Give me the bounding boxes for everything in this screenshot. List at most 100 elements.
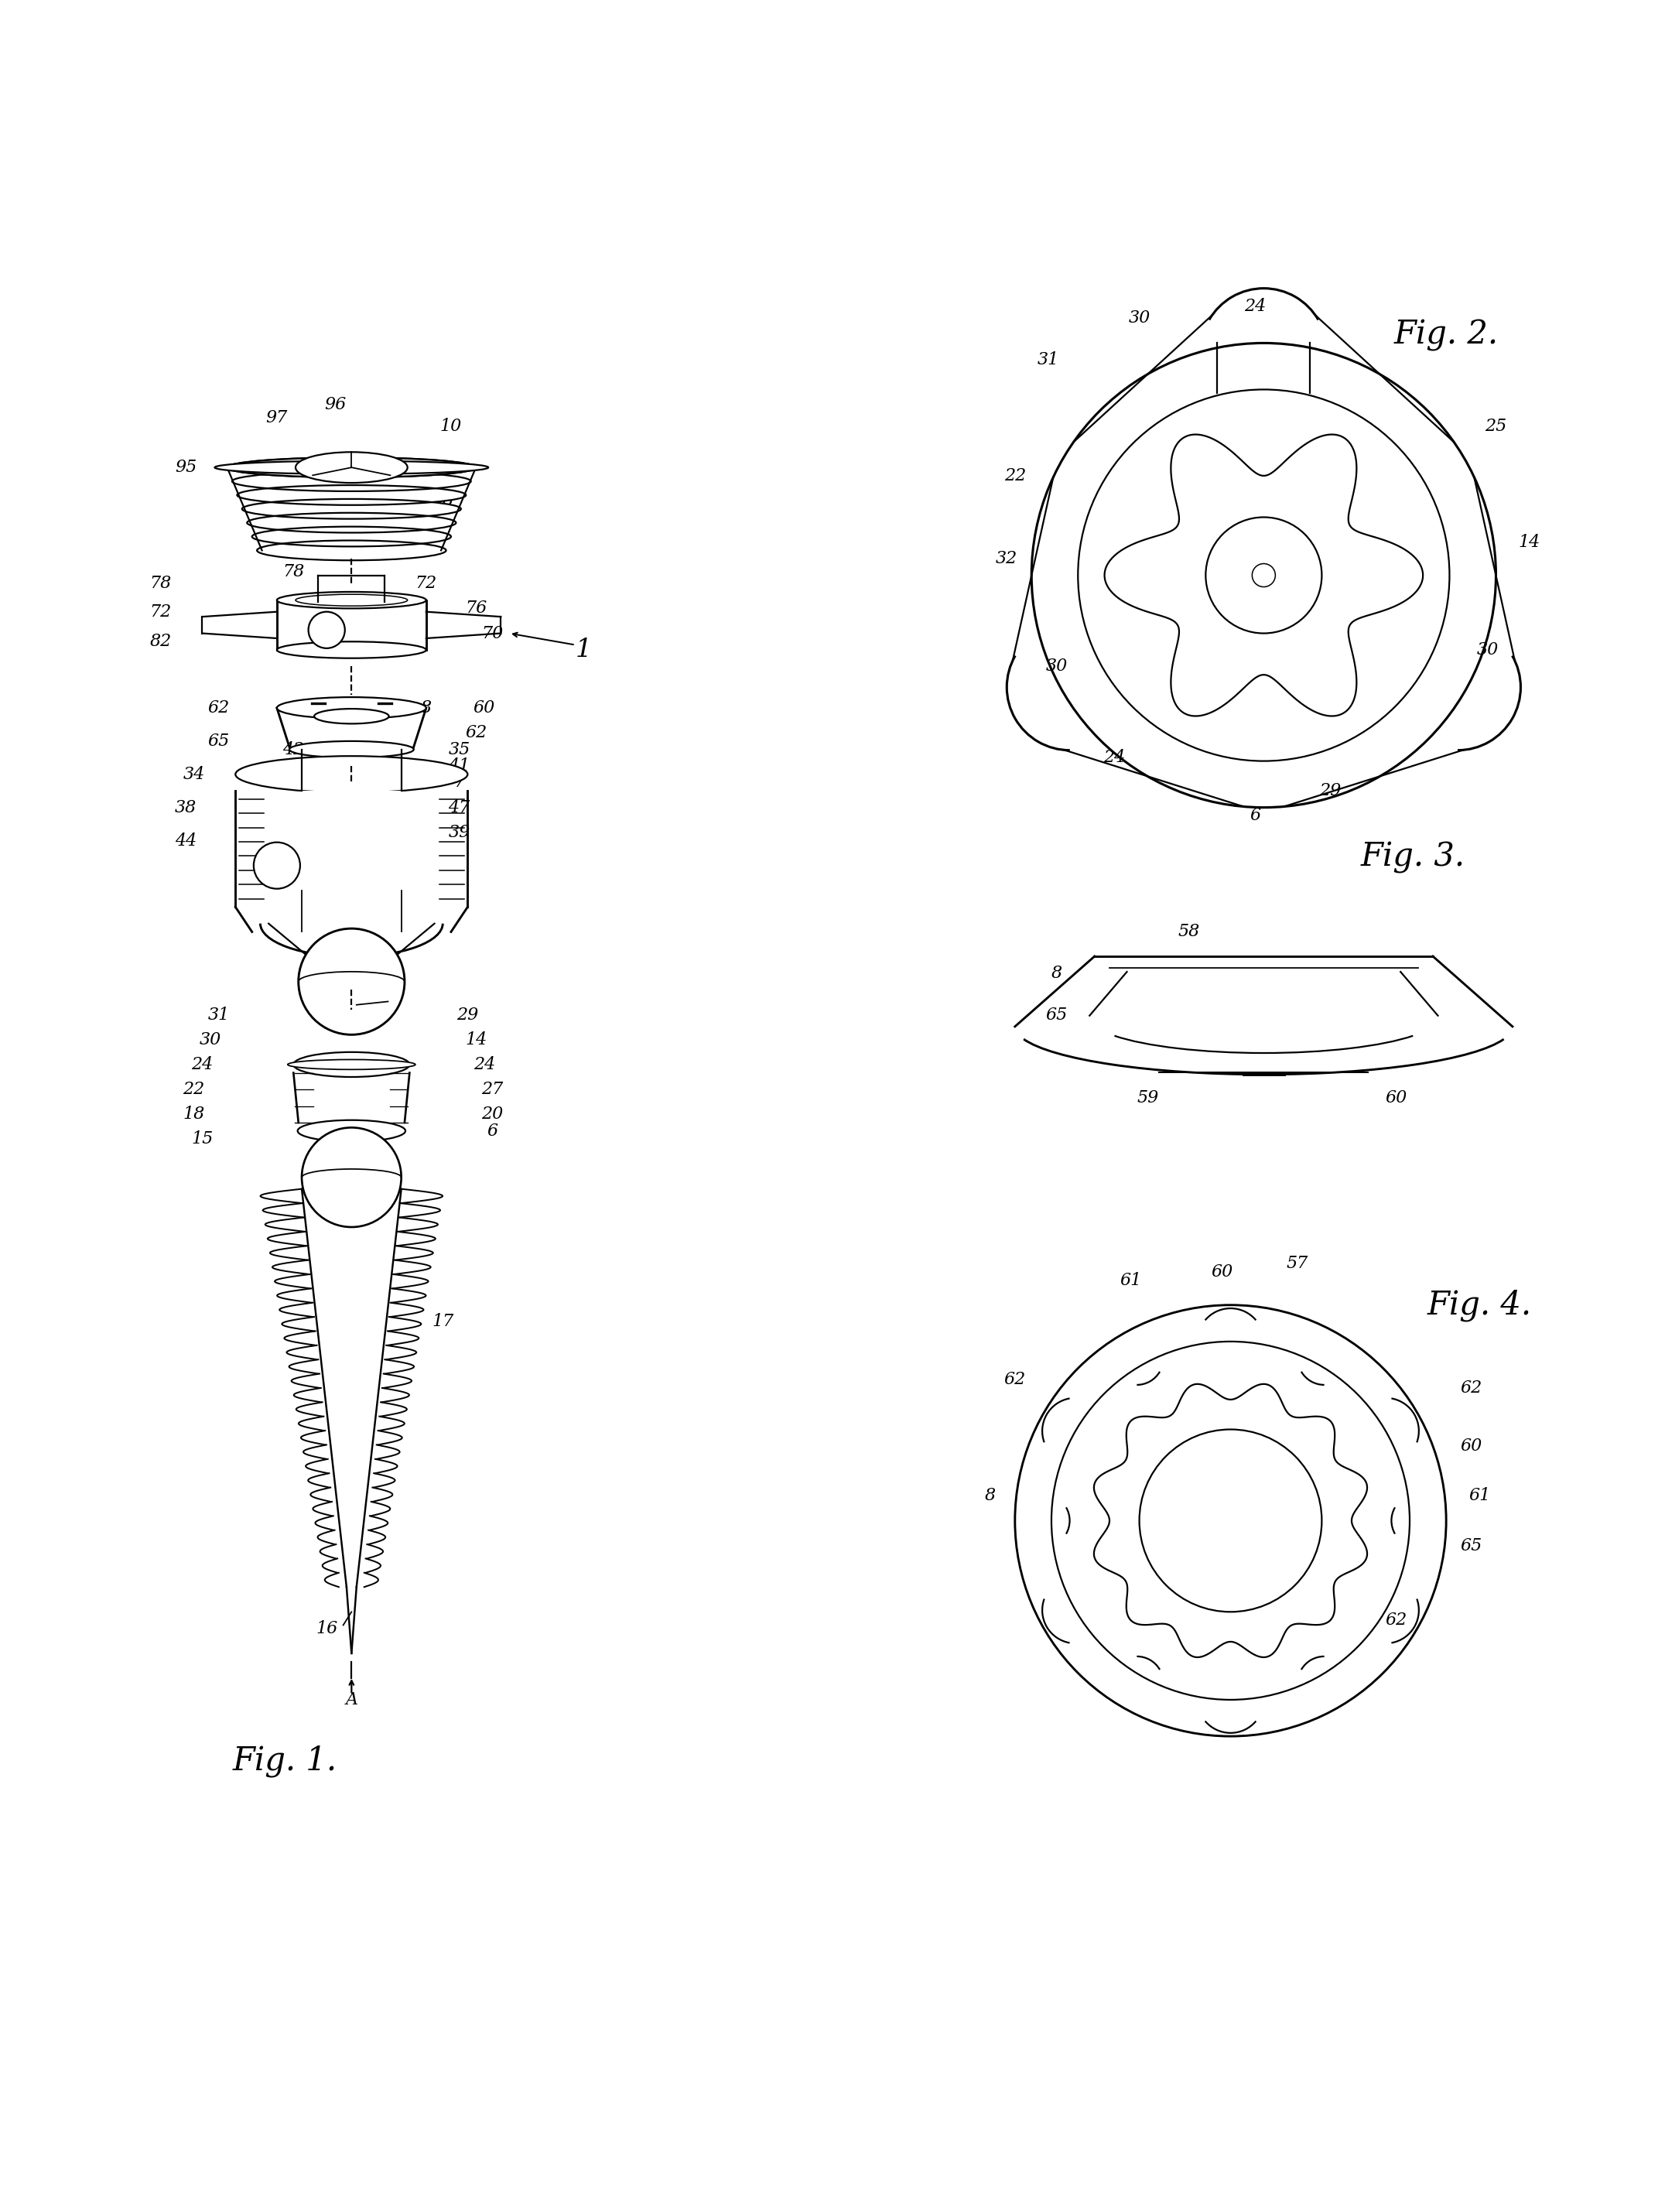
Text: 72: 72 <box>150 604 171 619</box>
Text: 17: 17 <box>431 1314 453 1329</box>
Text: 30: 30 <box>1046 657 1067 675</box>
Text: 61: 61 <box>1469 1486 1490 1504</box>
Text: 78: 78 <box>150 575 171 593</box>
Text: 95: 95 <box>175 458 196 476</box>
Text: 7: 7 <box>455 774 465 792</box>
Polygon shape <box>226 774 476 925</box>
Ellipse shape <box>276 593 426 608</box>
Polygon shape <box>301 1188 401 1637</box>
Text: 60: 60 <box>473 699 495 717</box>
Ellipse shape <box>215 460 488 473</box>
Text: A: A <box>345 1692 358 1708</box>
Circle shape <box>253 843 300 889</box>
Circle shape <box>308 613 345 648</box>
Text: 62: 62 <box>208 699 230 717</box>
Ellipse shape <box>226 458 476 478</box>
Ellipse shape <box>231 471 471 491</box>
Text: Fig. 1.: Fig. 1. <box>233 1745 338 1778</box>
Text: 60: 60 <box>1212 1263 1234 1281</box>
Text: 8: 8 <box>421 699 431 717</box>
Text: Fig. 4.: Fig. 4. <box>1427 1290 1532 1321</box>
Text: 10: 10 <box>440 418 461 434</box>
Text: 98: 98 <box>431 491 453 509</box>
Text: 82: 82 <box>150 633 171 650</box>
Ellipse shape <box>290 741 413 759</box>
Text: 64: 64 <box>1104 1480 1126 1495</box>
Text: 62: 62 <box>1004 1371 1026 1389</box>
Circle shape <box>1077 389 1450 761</box>
Text: 16: 16 <box>316 1619 338 1637</box>
Text: 24: 24 <box>191 1055 213 1073</box>
Text: 70: 70 <box>481 624 503 641</box>
Text: 62: 62 <box>465 723 486 741</box>
Text: 65: 65 <box>1046 1006 1067 1024</box>
Ellipse shape <box>236 484 466 504</box>
Text: 60: 60 <box>1385 1088 1407 1106</box>
Text: 15: 15 <box>191 1130 213 1148</box>
Circle shape <box>1051 1340 1410 1699</box>
Polygon shape <box>293 1064 410 1130</box>
Text: 27: 27 <box>481 1082 503 1097</box>
Text: 42: 42 <box>283 741 305 759</box>
Text: 25: 25 <box>1485 418 1507 434</box>
Text: 29: 29 <box>456 1006 478 1024</box>
Text: 47: 47 <box>448 799 470 816</box>
Text: 14: 14 <box>1518 533 1540 551</box>
Text: 78: 78 <box>283 564 305 580</box>
Text: 39: 39 <box>448 823 470 841</box>
Text: 97: 97 <box>266 409 288 427</box>
Text: 8: 8 <box>984 1486 996 1504</box>
Text: 14: 14 <box>465 1031 486 1048</box>
Ellipse shape <box>246 513 456 533</box>
Text: 6: 6 <box>1250 807 1260 825</box>
Text: 62: 62 <box>1460 1380 1482 1396</box>
Text: 20: 20 <box>481 1106 503 1124</box>
Text: 32: 32 <box>996 551 1017 566</box>
Text: C: C <box>386 770 400 785</box>
Ellipse shape <box>296 451 408 482</box>
Ellipse shape <box>251 526 451 546</box>
Circle shape <box>1205 518 1322 633</box>
Ellipse shape <box>256 540 446 560</box>
Text: 24: 24 <box>1244 299 1267 314</box>
Text: 41: 41 <box>448 757 470 774</box>
Polygon shape <box>276 599 426 650</box>
Text: 29: 29 <box>1319 783 1340 799</box>
Text: 72: 72 <box>415 575 438 593</box>
Circle shape <box>301 1128 401 1228</box>
Text: 59: 59 <box>1137 1088 1159 1106</box>
Text: 24: 24 <box>473 1055 495 1073</box>
Text: 58: 58 <box>1285 1628 1307 1646</box>
Text: 58: 58 <box>1179 922 1200 940</box>
Text: 6: 6 <box>488 1121 498 1139</box>
Text: 22: 22 <box>183 1082 205 1097</box>
Polygon shape <box>1104 434 1424 717</box>
Text: 35: 35 <box>448 741 470 759</box>
Ellipse shape <box>288 1060 415 1071</box>
Ellipse shape <box>298 1119 405 1141</box>
Text: 57: 57 <box>1285 1254 1307 1272</box>
Text: 31: 31 <box>1037 352 1059 367</box>
Text: 30: 30 <box>1477 641 1499 659</box>
Text: 31: 31 <box>208 1006 230 1024</box>
Text: 60: 60 <box>1212 1637 1234 1655</box>
Text: 65: 65 <box>1460 1537 1482 1555</box>
Polygon shape <box>301 792 401 891</box>
Text: 64: 64 <box>1310 1486 1332 1504</box>
Text: 61: 61 <box>1121 1272 1142 1290</box>
Ellipse shape <box>276 641 426 659</box>
Text: 61: 61 <box>1121 1619 1142 1637</box>
Text: Fig. 2.: Fig. 2. <box>1394 319 1498 352</box>
Text: 60: 60 <box>1460 1438 1482 1455</box>
Ellipse shape <box>315 708 390 723</box>
Ellipse shape <box>226 458 476 478</box>
Ellipse shape <box>235 757 468 792</box>
Polygon shape <box>1094 1385 1367 1657</box>
Text: 8: 8 <box>1051 964 1062 982</box>
Circle shape <box>1016 1305 1447 1736</box>
Circle shape <box>1252 564 1275 586</box>
Text: 1: 1 <box>576 637 593 661</box>
Text: 76: 76 <box>465 599 486 617</box>
Text: 38: 38 <box>175 799 196 816</box>
Text: 62: 62 <box>1385 1613 1407 1628</box>
